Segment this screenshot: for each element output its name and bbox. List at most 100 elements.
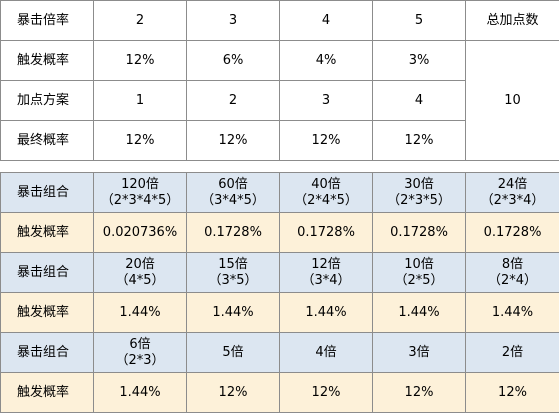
table-row: 触发概率 1.44% 12% 12% 12% 12% (0, 372, 559, 413)
table-cell: 2 (93, 0, 187, 41)
table-cell: 20倍 （4*5） (93, 252, 187, 293)
cell-text: 3倍 (408, 344, 430, 360)
cell-text: 4倍 (315, 344, 337, 360)
cell-text: 加点方案 (17, 92, 70, 108)
table-cell: 12% (372, 120, 466, 161)
combination-table: 暴击组合 120倍 （2*3*4*5） 60倍 （3*4*5） 40倍 （2*4*5） 30倍… (0, 172, 559, 413)
cell-text: 5 (414, 12, 424, 28)
table-row: 最终概率 12% 12% 12% 12% (0, 120, 559, 161)
table-cell: 24倍 （2*3*4） (465, 172, 559, 213)
table-cell: 总加点数 (465, 0, 559, 41)
row-header: 暴击组合 (0, 252, 94, 293)
cell-text: 12% (404, 132, 434, 148)
table-cell: 4 (279, 0, 373, 41)
cell-text: 0.020736% (102, 224, 178, 240)
table-cell: 1.44% (93, 372, 187, 413)
cell-text: 4% (315, 52, 337, 68)
cell-text: 0.1728% (483, 224, 542, 240)
table-cell: 5 (372, 0, 466, 41)
table-cell: 12倍 （3*4） (279, 252, 373, 293)
cell-text: （3*5） (208, 272, 258, 288)
table-cell: 12% (93, 40, 187, 81)
cell-text: 暴击倍率 (17, 12, 70, 28)
cell-text: 3% (408, 52, 430, 68)
cell-text: 12% (498, 384, 527, 400)
table-cell: 3倍 (372, 332, 466, 373)
cell-text: 暴击组合 (17, 264, 70, 280)
cell-text: 2 (135, 12, 145, 28)
cell-text: 120倍 (121, 176, 159, 192)
cell-text: 6% (222, 52, 244, 68)
table-cell: 60倍 （3*4*5） (186, 172, 280, 213)
table-cell: 1.44% (465, 292, 559, 333)
cell-text: 12% (311, 132, 341, 148)
cell-text: 0.1728% (297, 224, 355, 240)
cell-text: 2 (228, 92, 238, 108)
table-cell: 0.1728% (372, 212, 466, 253)
row-header: 触发概率 (0, 40, 94, 81)
summary-table: 暴击倍率 2 3 4 5 总加点数 触发概率 12% 6% 4% 3% 10 加点方案 1 2 3 4 最终概率 1… (0, 0, 559, 161)
table-cell: 3% (372, 40, 466, 81)
row-header: 暴击组合 (0, 332, 94, 373)
table-row: 加点方案 1 2 3 4 (0, 80, 559, 121)
cell-text: 4 (414, 92, 424, 108)
row-header: 触发概率 (0, 372, 94, 413)
cell-text: 12% (125, 132, 155, 148)
table-row: 暴击组合 6倍 （2*3） 5倍 4倍 3倍 2倍 (0, 332, 559, 373)
cell-text: 1.44% (398, 304, 440, 320)
cell-text: 1.44% (212, 304, 254, 320)
cell-text: 1 (135, 92, 145, 108)
cell-text: 触发概率 (17, 224, 70, 240)
table-cell: 1.44% (372, 292, 466, 333)
table-cell: 1.44% (93, 292, 187, 333)
table-cell: 5倍 (186, 332, 280, 373)
cell-text: 3 (321, 92, 331, 108)
table-cell: 4倍 (279, 332, 373, 373)
row-header: 最终概率 (0, 120, 94, 161)
cell-text: 12% (311, 384, 341, 400)
table-cell: 120倍 （2*3*4*5） (93, 172, 187, 213)
table-cell: 4 (372, 80, 466, 121)
table-cell: 0.1728% (279, 212, 373, 253)
cell-text: 3 (228, 12, 238, 28)
table-cell: 4% (279, 40, 373, 81)
total-cell: 10 (465, 40, 559, 161)
cell-text: （2*3） (115, 352, 165, 368)
cell-text: （2*3*4） (480, 192, 545, 208)
cell-text: 10 (504, 92, 521, 108)
row-header: 暴击倍率 (0, 0, 94, 41)
cell-text: 暴击组合 (17, 184, 70, 200)
row-header: 加点方案 (0, 80, 94, 121)
table-row: 暴击组合 20倍 （4*5） 15倍 （3*5） 12倍 （3*4） 10倍 （2*5） 8倍 （2… (0, 252, 559, 293)
row-header: 触发概率 (0, 212, 94, 253)
cell-text: 30倍 (404, 176, 434, 192)
table-cell: 12% (186, 372, 280, 413)
table-row: 触发概率 1.44% 1.44% 1.44% 1.44% 1.44% (0, 292, 559, 333)
cell-text: 6倍 (129, 336, 151, 352)
cell-text: 12% (218, 132, 248, 148)
cell-text: 0.1728% (390, 224, 448, 240)
table-row: 暴击组合 120倍 （2*3*4*5） 60倍 （3*4*5） 40倍 （2*4*5） 30倍… (0, 172, 559, 213)
cell-text: 最终概率 (17, 132, 70, 148)
table-cell: 12% (372, 372, 466, 413)
cell-text: 1.44% (119, 304, 161, 320)
table-cell: 12% (279, 372, 373, 413)
row-header: 触发概率 (0, 292, 94, 333)
cell-text: （2*5） (394, 272, 444, 288)
cell-text: 8倍 (501, 256, 524, 272)
cell-text: 40倍 (311, 176, 341, 192)
cell-text: （3*4*5） (201, 192, 265, 208)
cell-text: 5倍 (222, 344, 244, 360)
table-cell: 1.44% (186, 292, 280, 333)
cell-text: 触发概率 (17, 304, 70, 320)
cell-text: 1.44% (491, 304, 534, 320)
cell-text: 2倍 (501, 344, 524, 360)
cell-text: （4*5） (115, 272, 165, 288)
cell-text: （2*3*4*5） (100, 192, 180, 208)
cell-text: 暴击组合 (17, 344, 70, 360)
table-cell: 1.44% (279, 292, 373, 333)
table-cell: 30倍 （2*3*5） (372, 172, 466, 213)
cell-text: （2*4*5） (294, 192, 358, 208)
table-cell: 2倍 (465, 332, 559, 373)
